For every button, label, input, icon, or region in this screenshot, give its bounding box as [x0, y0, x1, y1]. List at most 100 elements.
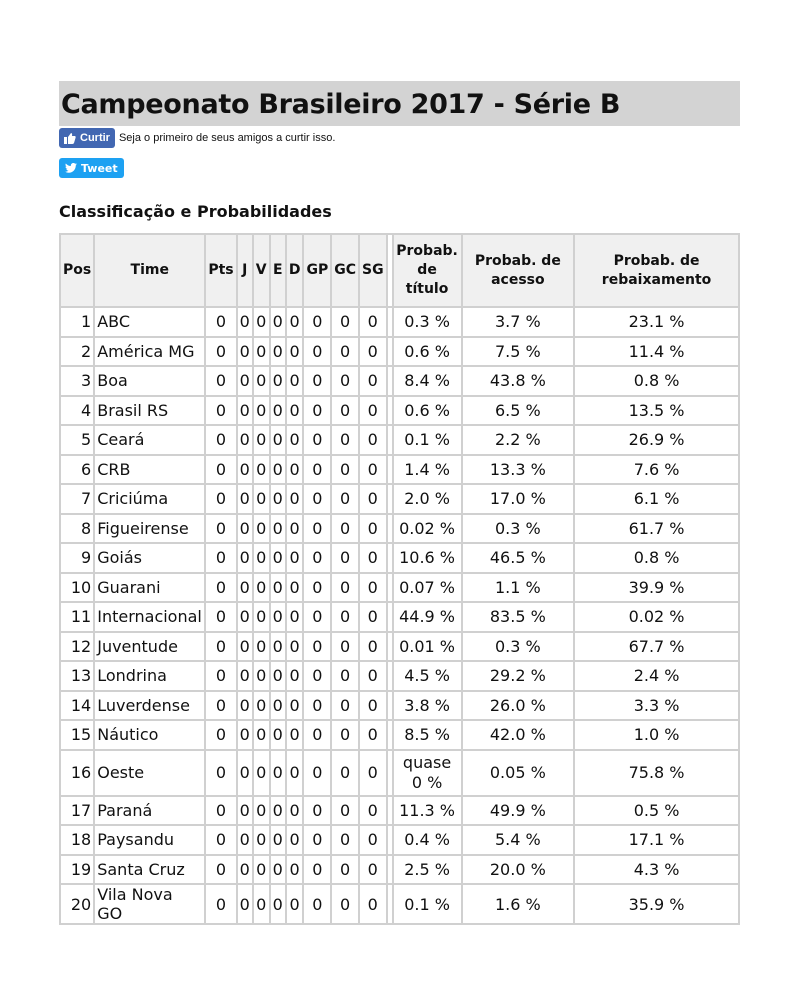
cell-e: 0 [268, 571, 287, 603]
cell-d: 0 [284, 719, 305, 751]
cell-team: Goiás [93, 542, 207, 574]
cell-rebaixamento: 6.1 % [573, 483, 740, 515]
cell-sg: 0 [357, 630, 388, 662]
cell-j: 0 [235, 748, 254, 797]
cell-j: 0 [235, 601, 254, 633]
cell-d: 0 [284, 394, 305, 426]
cell-pos: 13 [58, 660, 96, 692]
cell-team: Guarani [93, 571, 207, 603]
cell-team: Paysandu [93, 824, 207, 856]
cell-d: 0 [284, 883, 305, 925]
cell-rebaixamento: 3.3 % [573, 689, 740, 721]
cell-acesso: 83.5 % [460, 601, 576, 633]
cell-rebaixamento: 39.9 % [573, 571, 740, 603]
cell-pos: 7 [58, 483, 96, 515]
cell-titulo: 44.9 % [391, 601, 463, 633]
cell-j: 0 [235, 306, 254, 338]
cell-e: 0 [268, 483, 287, 515]
cell-j: 0 [235, 483, 254, 515]
like-label: Curtir [80, 132, 110, 144]
cell-gp: 0 [302, 630, 333, 662]
cell-pts: 0 [204, 630, 238, 662]
cell-pts: 0 [204, 453, 238, 485]
cell-rebaixamento: 35.9 % [573, 883, 740, 925]
cell-pos: 2 [58, 335, 96, 367]
cell-e: 0 [268, 824, 287, 856]
cell-team: Luverdense [93, 689, 207, 721]
cell-team: Criciúma [93, 483, 207, 515]
cell-sg: 0 [357, 824, 388, 856]
cell-rebaixamento: 0.8 % [573, 365, 740, 397]
cell-d: 0 [284, 853, 305, 885]
cell-acesso: 2.2 % [460, 424, 576, 456]
cell-gc: 0 [330, 748, 360, 797]
header-gc: GC [330, 233, 360, 308]
cell-gp: 0 [302, 542, 333, 574]
cell-team: Náutico [93, 719, 207, 751]
header-sg: SG [357, 233, 388, 308]
cell-titulo: 8.5 % [391, 719, 463, 751]
cell-pos: 4 [58, 394, 96, 426]
cell-team: Santa Cruz [93, 853, 207, 885]
cell-team: Internacional [93, 601, 207, 633]
cell-pos: 8 [58, 512, 96, 544]
cell-gc: 0 [330, 453, 360, 485]
cell-gp: 0 [302, 719, 333, 751]
cell-pts: 0 [204, 719, 238, 751]
cell-pos: 17 [58, 794, 96, 826]
cell-rebaixamento: 17.1 % [573, 824, 740, 856]
cell-team: Juventude [93, 630, 207, 662]
cell-pts: 0 [204, 483, 238, 515]
table-row: 15 Náutico 0 0 0 0 0 0 0 0 8.5 % 42.0 % 1.0 % [58, 719, 740, 751]
cell-titulo: 3.8 % [391, 689, 463, 721]
cell-gp: 0 [302, 794, 333, 826]
cell-gc: 0 [330, 853, 360, 885]
cell-pos: 19 [58, 853, 96, 885]
header-pos: Pos [58, 233, 96, 308]
cell-titulo: 1.4 % [391, 453, 463, 485]
cell-acesso: 0.3 % [460, 630, 576, 662]
cell-acesso: 43.8 % [460, 365, 576, 397]
table-row: 18 Paysandu 0 0 0 0 0 0 0 0 0.4 % 5.4 % 17.1 % [58, 824, 740, 856]
cell-gc: 0 [330, 335, 360, 367]
table-row: 1 ABC 0 0 0 0 0 0 0 0 0.3 % 3.7 % 23.1 % [58, 306, 740, 338]
cell-sg: 0 [357, 883, 388, 925]
cell-d: 0 [284, 335, 305, 367]
cell-j: 0 [235, 512, 254, 544]
cell-e: 0 [268, 335, 287, 367]
cell-gp: 0 [302, 306, 333, 338]
cell-pts: 0 [204, 824, 238, 856]
cell-acesso: 49.9 % [460, 794, 576, 826]
cell-gp: 0 [302, 883, 333, 925]
header-j: J [235, 233, 254, 308]
cell-sg: 0 [357, 306, 388, 338]
table-row: 20 Vila Nova GO 0 0 0 0 0 0 0 0 0.1 % 1.6 % 35.9 % [58, 883, 740, 925]
cell-j: 0 [235, 453, 254, 485]
table-row: 7 Criciúma 0 0 0 0 0 0 0 0 2.0 % 17.0 % 6.1 % [58, 483, 740, 515]
cell-j: 0 [235, 883, 254, 925]
header-titulo: Probab. de título [391, 233, 463, 308]
tweet-button[interactable]: Tweet [59, 158, 124, 178]
cell-pos: 1 [58, 306, 96, 338]
table-row: 6 CRB 0 0 0 0 0 0 0 0 1.4 % 13.3 % 7.6 % [58, 453, 740, 485]
cell-titulo: 10.6 % [391, 542, 463, 574]
cell-rebaixamento: 1.0 % [573, 719, 740, 751]
cell-team: CRB [93, 453, 207, 485]
table-row: 3 Boa 0 0 0 0 0 0 0 0 8.4 % 43.8 % 0.8 % [58, 365, 740, 397]
like-button[interactable]: Curtir [59, 128, 115, 148]
cell-gc: 0 [330, 571, 360, 603]
cell-v: 0 [251, 424, 271, 456]
cell-pos: 12 [58, 630, 96, 662]
cell-acesso: 6.5 % [460, 394, 576, 426]
cell-e: 0 [268, 794, 287, 826]
cell-team: Paraná [93, 794, 207, 826]
cell-gc: 0 [330, 824, 360, 856]
header-pts: Pts [204, 233, 238, 308]
table-row: 12 Juventude 0 0 0 0 0 0 0 0 0.01 % 0.3 % 67.7 % [58, 630, 740, 662]
cell-acesso: 46.5 % [460, 542, 576, 574]
cell-sg: 0 [357, 453, 388, 485]
cell-v: 0 [251, 571, 271, 603]
header-team: Time [93, 233, 207, 308]
cell-v: 0 [251, 630, 271, 662]
cell-gc: 0 [330, 365, 360, 397]
